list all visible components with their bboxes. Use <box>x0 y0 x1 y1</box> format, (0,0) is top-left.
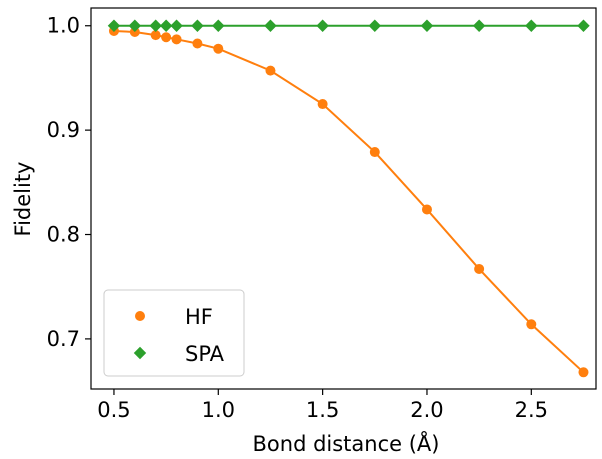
y-axis-ticks: 0.7 0.8 0.9 1.0 <box>47 14 91 351</box>
data-point-hf <box>526 319 537 330</box>
data-point-hf <box>474 263 485 274</box>
y-tick-label: 0.9 <box>47 118 80 142</box>
x-tick-label: 0.5 <box>97 398 130 422</box>
x-tick-label: 1.5 <box>306 398 339 422</box>
legend-label-hf: HF <box>185 305 213 329</box>
data-point-hf <box>421 204 432 215</box>
x-tick-label: 2.0 <box>410 398 443 422</box>
legend: HF SPA <box>103 289 245 377</box>
x-axis-label: Bond distance (Å) <box>253 430 440 456</box>
data-point-spa <box>159 19 173 32</box>
data-point-hf <box>265 65 276 76</box>
y-axis-label: Fidelity <box>11 162 35 237</box>
data-point-spa <box>525 19 538 32</box>
y-tick-label: 0.8 <box>47 223 80 247</box>
data-point-spa <box>149 19 162 32</box>
legend-marker-hf <box>135 311 145 321</box>
legend-label-spa: SPA <box>185 342 225 366</box>
data-point-spa <box>170 19 183 32</box>
x-tick-label: 2.5 <box>515 398 548 422</box>
data-point-hf <box>369 147 380 158</box>
data-point-hf <box>578 367 589 378</box>
x-tick-label: 1.0 <box>202 398 235 422</box>
data-point-spa <box>212 19 225 32</box>
data-point-hf <box>317 99 328 110</box>
data-point-spa <box>577 19 590 32</box>
data-point-spa <box>420 19 434 32</box>
data-point-hf <box>171 34 182 45</box>
data-point-spa <box>191 19 204 32</box>
data-point-spa <box>264 19 277 32</box>
data-point-hf <box>161 32 172 43</box>
data-point-hf <box>129 27 140 38</box>
data-point-spa <box>472 19 486 32</box>
x-axis-ticks: 0.5 1.0 1.5 2.0 2.5 <box>97 389 548 422</box>
y-tick-label: 1.0 <box>47 14 80 38</box>
plot-frame <box>90 7 597 390</box>
data-point-spa <box>107 19 121 32</box>
data-point-spa <box>368 19 382 32</box>
y-tick-label: 0.7 <box>47 327 80 351</box>
data-point-spa <box>316 19 329 32</box>
legend-marker-spa <box>133 346 147 360</box>
data-point-hf <box>213 43 224 54</box>
data-point-spa <box>128 19 142 32</box>
data-point-hf <box>150 30 161 41</box>
data-point-hf <box>192 38 203 49</box>
series-markers <box>107 19 590 378</box>
